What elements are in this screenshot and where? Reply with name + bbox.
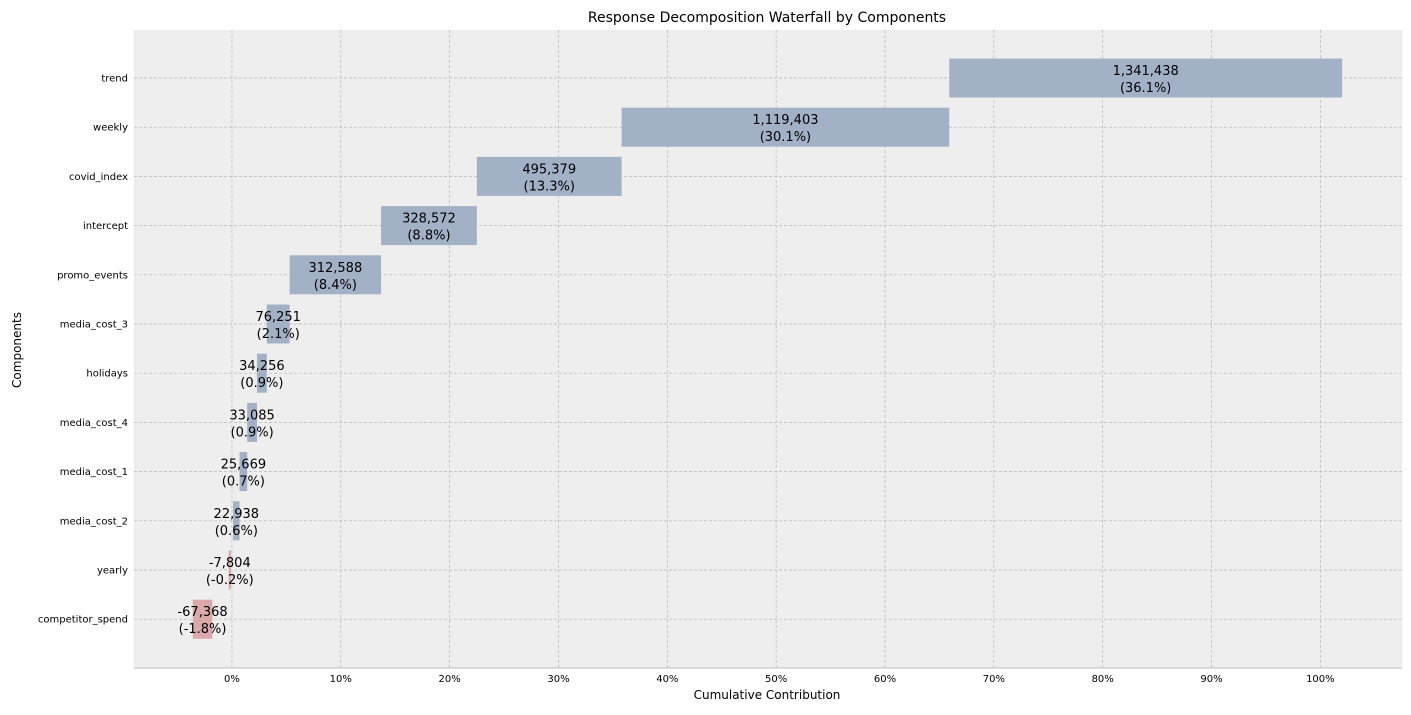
bar-percent-label: (8.4%) xyxy=(314,278,357,293)
bar-percent-label: (0.9%) xyxy=(240,376,283,391)
y-tick-label: yearly xyxy=(97,566,128,577)
bar-value-label: 495,379 xyxy=(522,162,576,177)
bar-percent-label: (13.3%) xyxy=(524,179,575,194)
bar-percent-label: (30.1%) xyxy=(760,130,811,145)
y-tick-label: competitor_spend xyxy=(38,615,128,626)
bar-percent-label: (36.1%) xyxy=(1120,81,1171,96)
x-tick-label: 40% xyxy=(656,674,678,685)
x-tick-label: 70% xyxy=(983,674,1005,685)
bar-covid_index xyxy=(476,156,622,196)
bar-holidays xyxy=(256,353,267,393)
bar-media_cost_4 xyxy=(247,402,257,442)
y-tick-label: promo_events xyxy=(57,270,128,281)
bar-percent-label: (0.7%) xyxy=(222,475,265,490)
y-tick-label: media_cost_3 xyxy=(60,320,128,331)
bar-weekly xyxy=(621,107,950,147)
bar-value-label: 25,669 xyxy=(221,458,267,473)
bar-value-label: 328,572 xyxy=(402,212,456,227)
bar-percent-label: (2.1%) xyxy=(257,327,300,342)
y-tick-label: media_cost_2 xyxy=(60,516,128,527)
y-tick-label: media_cost_1 xyxy=(60,467,128,478)
bar-media_cost_3 xyxy=(266,304,290,344)
grid-lines xyxy=(134,30,1402,668)
y-tick-labels: trend weekly covid_index intercept promo_eve… xyxy=(38,74,128,626)
bar-percent-label: (0.6%) xyxy=(215,524,258,539)
x-tick-label: 80% xyxy=(1092,674,1114,685)
bar-percent-label: (-0.2%) xyxy=(206,573,254,588)
bar-yearly xyxy=(228,550,231,590)
bar-value-label: 1,341,438 xyxy=(1113,64,1179,79)
bar-trend xyxy=(949,58,1343,98)
x-tick-label: 90% xyxy=(1200,674,1222,685)
bar-promo_events xyxy=(289,255,382,295)
bar-labels: 1,341,438 (36.1%) 1,119,403 (30.1%) 495,379 (… xyxy=(177,64,1178,637)
bar-value-label: -67,368 xyxy=(177,605,227,620)
x-tick-label: 30% xyxy=(547,674,569,685)
y-tick-label: holidays xyxy=(86,369,128,380)
bar-competitor_spend xyxy=(192,599,213,639)
bar-value-label: 34,256 xyxy=(239,359,285,374)
bar-value-label: 76,251 xyxy=(255,310,301,325)
bar-percent-label: (-1.8%) xyxy=(179,622,227,637)
y-axis-label: Components xyxy=(10,312,24,388)
bar-value-label: 312,588 xyxy=(308,261,362,276)
y-tick-label: covid_index xyxy=(69,172,128,183)
x-tick-label: 0% xyxy=(224,674,240,685)
x-tick-label: 20% xyxy=(439,674,461,685)
y-tick-label: media_cost_4 xyxy=(60,418,128,429)
bar-percent-label: (8.8%) xyxy=(407,229,450,244)
x-tick-labels: 0% 10% 20% 30% 40% 50% 60% 70% 80% 90% 100% xyxy=(224,674,1335,685)
x-tick-label: 100% xyxy=(1306,674,1335,685)
chart-title: Response Decomposition Waterfall by Comp… xyxy=(588,10,946,26)
x-tick-label: 60% xyxy=(874,674,896,685)
bar-intercept xyxy=(381,206,477,246)
bars xyxy=(192,58,1343,639)
x-tick-label: 50% xyxy=(765,674,787,685)
x-tick-label: 10% xyxy=(330,674,352,685)
bar-value-label: 1,119,403 xyxy=(752,113,818,128)
x-axis-label: Cumulative Contribution xyxy=(694,688,841,702)
bar-value-label: 33,085 xyxy=(229,408,275,423)
bar-media_cost_2 xyxy=(233,501,240,541)
bar-value-label: -7,804 xyxy=(209,556,251,571)
y-tick-label: intercept xyxy=(83,221,128,232)
bar-percent-label: (0.9%) xyxy=(231,425,274,440)
y-tick-label: weekly xyxy=(93,123,128,134)
bar-value-label: 22,938 xyxy=(214,507,260,522)
y-tick-label: trend xyxy=(101,74,128,85)
bar-media_cost_1 xyxy=(239,452,248,492)
